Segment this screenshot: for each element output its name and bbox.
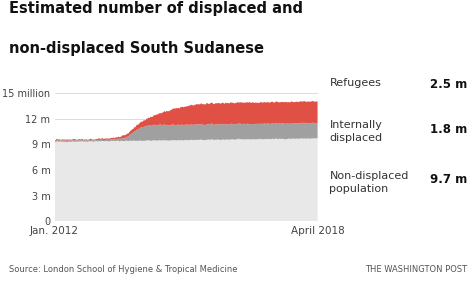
Text: Source: London School of Hygiene & Tropical Medicine: Source: London School of Hygiene & Tropi… bbox=[9, 265, 238, 274]
Text: 9.7 m: 9.7 m bbox=[429, 173, 467, 186]
Text: 1.8 m: 1.8 m bbox=[429, 123, 467, 136]
Text: 2.5 m: 2.5 m bbox=[429, 78, 467, 91]
Text: Estimated number of displaced and: Estimated number of displaced and bbox=[9, 1, 303, 16]
Text: non-displaced South Sudanese: non-displaced South Sudanese bbox=[9, 41, 264, 56]
Text: Non-displaced
population: Non-displaced population bbox=[329, 171, 409, 194]
Text: THE WASHINGTON POST: THE WASHINGTON POST bbox=[365, 265, 467, 274]
Text: Refugees: Refugees bbox=[329, 78, 381, 87]
Text: Internally
displaced: Internally displaced bbox=[329, 120, 383, 143]
